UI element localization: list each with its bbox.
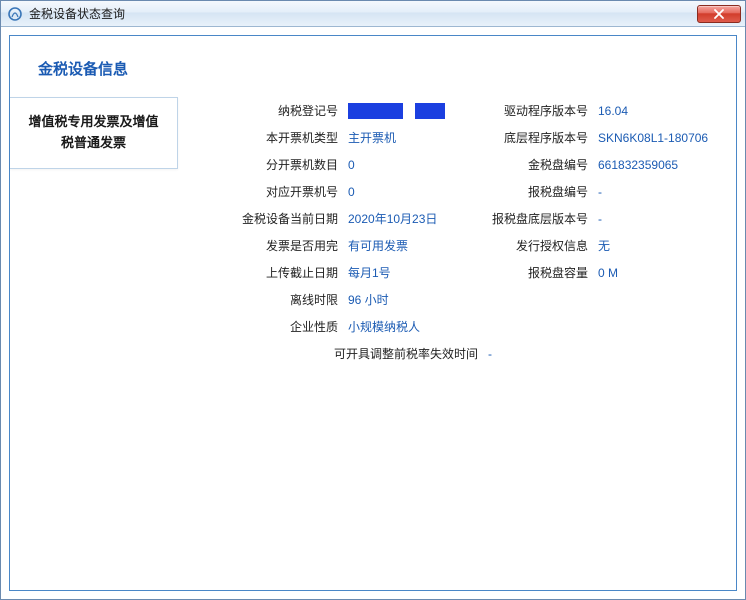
field-value: 小规模纳税人 bbox=[348, 318, 488, 335]
field-value: 0 bbox=[348, 158, 488, 172]
field-label: 金税盘编号 bbox=[488, 156, 598, 173]
redacted-block bbox=[348, 103, 403, 119]
field-value: 96 小时 bbox=[348, 291, 488, 308]
field-row: 企业性质 小规模纳税人 bbox=[178, 313, 726, 340]
field-label: 发票是否用完 bbox=[178, 237, 348, 254]
content-wrap: 金税设备信息 增值税专用发票及增值 税普通发票 纳税登记号 驱动程 bbox=[1, 27, 745, 599]
field-label: 分开票机数目 bbox=[178, 156, 348, 173]
field-value: 661832359065 bbox=[598, 158, 726, 172]
sidebar-tab-line2: 税普通发票 bbox=[20, 133, 167, 154]
app-icon bbox=[7, 6, 23, 22]
field-label: 对应开票机号 bbox=[178, 183, 348, 200]
field-row: 分开票机数目 0 金税盘编号 661832359065 bbox=[178, 151, 726, 178]
field-label: 上传截止日期 bbox=[178, 264, 348, 281]
close-button[interactable] bbox=[697, 5, 741, 23]
sidebar-tab-line1: 增值税专用发票及增值 bbox=[20, 112, 167, 133]
field-label: 可开具调整前税率失效时间 bbox=[178, 345, 488, 362]
main-row: 增值税专用发票及增值 税普通发票 纳税登记号 驱动程序版本号 16.04 bbox=[10, 97, 736, 590]
field-label: 驱动程序版本号 bbox=[488, 102, 598, 119]
header-section: 金税设备信息 bbox=[10, 36, 736, 97]
field-row: 发票是否用完 有可用发票 发行授权信息 无 bbox=[178, 232, 726, 259]
field-value-taxpayer-id bbox=[348, 103, 488, 119]
field-value: 无 bbox=[598, 237, 726, 254]
close-icon bbox=[713, 9, 725, 19]
content-panel: 金税设备信息 增值税专用发票及增值 税普通发票 纳税登记号 驱动程 bbox=[9, 35, 737, 591]
field-label: 离线时限 bbox=[178, 291, 348, 308]
field-label: 报税盘编号 bbox=[488, 183, 598, 200]
field-label: 底层程序版本号 bbox=[488, 129, 598, 146]
titlebar[interactable]: 金税设备状态查询 bbox=[1, 1, 745, 27]
field-value: 2020年10月23日 bbox=[348, 210, 488, 227]
field-row: 离线时限 96 小时 bbox=[178, 286, 726, 313]
field-row: 本开票机类型 主开票机 底层程序版本号 SKN6K08L1-180706 bbox=[178, 124, 726, 151]
field-value: 16.04 bbox=[598, 104, 726, 118]
redacted-block bbox=[415, 103, 445, 119]
field-value: 0 M bbox=[598, 266, 726, 280]
field-value: 0 bbox=[348, 185, 488, 199]
window: 金税设备状态查询 金税设备信息 增值税专用发票及增值 税普通发票 bbox=[0, 0, 746, 600]
field-value: 每月1号 bbox=[348, 264, 488, 281]
field-label: 报税盘底层版本号 bbox=[488, 210, 598, 227]
field-row: 可开具调整前税率失效时间 - bbox=[178, 340, 726, 367]
field-label: 本开票机类型 bbox=[178, 129, 348, 146]
sidebar-tab-invoice-type[interactable]: 增值税专用发票及增值 税普通发票 bbox=[10, 97, 178, 169]
window-title: 金税设备状态查询 bbox=[29, 5, 697, 22]
field-row: 对应开票机号 0 报税盘编号 - bbox=[178, 178, 726, 205]
field-value: - bbox=[598, 185, 726, 199]
field-label: 发行授权信息 bbox=[488, 237, 598, 254]
field-value: 有可用发票 bbox=[348, 237, 488, 254]
sidebar: 增值税专用发票及增值 税普通发票 bbox=[10, 97, 178, 590]
field-label: 报税盘容量 bbox=[488, 264, 598, 281]
field-row: 纳税登记号 驱动程序版本号 16.04 bbox=[178, 97, 726, 124]
details-panel: 纳税登记号 驱动程序版本号 16.04 本开票机类型 主开票机 底层程序版本号 … bbox=[178, 97, 736, 590]
page-title: 金税设备信息 bbox=[38, 58, 736, 79]
field-label: 纳税登记号 bbox=[178, 102, 348, 119]
field-row: 上传截止日期 每月1号 报税盘容量 0 M bbox=[178, 259, 726, 286]
field-value: - bbox=[488, 347, 726, 361]
field-row: 金税设备当前日期 2020年10月23日 报税盘底层版本号 - bbox=[178, 205, 726, 232]
field-label: 企业性质 bbox=[178, 318, 348, 335]
field-value: - bbox=[598, 212, 726, 226]
field-value: SKN6K08L1-180706 bbox=[598, 131, 726, 145]
field-label: 金税设备当前日期 bbox=[178, 210, 348, 227]
field-value: 主开票机 bbox=[348, 129, 488, 146]
